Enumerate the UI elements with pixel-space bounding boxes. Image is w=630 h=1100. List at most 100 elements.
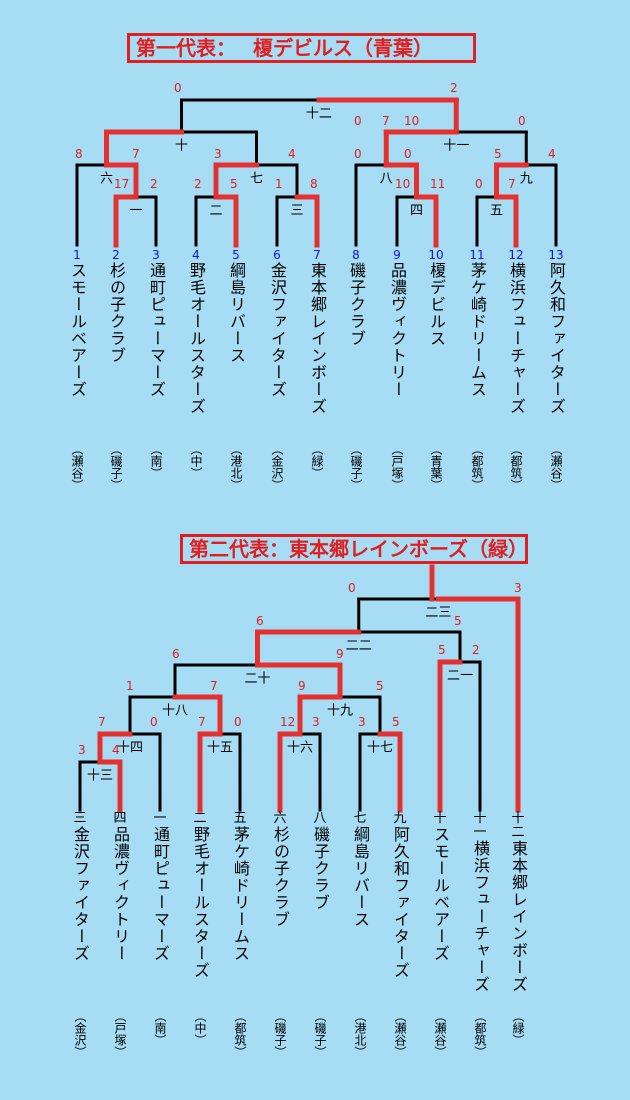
score-label: 7 — [210, 679, 218, 693]
seed-number: 10 — [428, 248, 444, 262]
team-district: （南） — [148, 1010, 172, 1046]
score-label: 9 — [336, 647, 344, 661]
team-entry: 5 綱島リバース — [224, 248, 248, 364]
team-district: （金沢） — [265, 443, 289, 491]
team-entry: 四品濃ヴィクトリー — [108, 811, 132, 963]
seed-number: 4 — [192, 248, 200, 262]
score-label: 7 — [382, 114, 390, 128]
seed-label: 十 — [433, 811, 447, 826]
team-entry: 一通町ピューマーズ — [148, 812, 172, 963]
team-district: （瀬谷） — [544, 443, 568, 491]
score-label: 0 — [475, 177, 483, 191]
score-label: 0 — [404, 147, 412, 161]
district-label: （戸塚） — [390, 443, 404, 491]
score-label: 2 — [194, 177, 202, 191]
match-label: 十九 — [326, 703, 354, 719]
team-entry: 十スモールベアーズ — [428, 811, 452, 963]
team-district: （都筑） — [465, 443, 489, 491]
team-name: 綱島リバース — [227, 262, 246, 364]
match-label: 二二 — [345, 638, 372, 654]
seed-number: 7 — [313, 248, 321, 262]
team-name: 横浜フューチャーズ — [471, 840, 490, 993]
score-label: 17 — [114, 177, 130, 191]
team-name: スモールベアーズ — [68, 262, 87, 398]
team-name: 野毛オールスターズ — [187, 262, 206, 415]
team-district: （港北） — [224, 443, 248, 491]
score-label: 5 — [376, 679, 384, 693]
match-label: 九 — [519, 171, 533, 187]
seed-number: 8 — [352, 248, 360, 262]
team-entry: 二野毛オールスターズ — [188, 811, 212, 980]
seed-number: 9 — [393, 248, 401, 262]
team-entry: 4 野毛オールスターズ — [184, 248, 208, 415]
team-entry: 3 通町ピューマーズ — [144, 248, 168, 398]
team-entry: 7 東本郷レインボーズ — [305, 248, 329, 415]
score-label: 0 — [150, 715, 158, 729]
score-label: 7 — [132, 147, 140, 161]
seed-label: 七 — [353, 811, 367, 826]
team-entry: 十二 東本郷レインボーズ — [506, 811, 530, 994]
team-district: （瀬谷） — [428, 1010, 452, 1058]
district-label: （金沢） — [73, 1010, 87, 1058]
district-label: （磯子） — [313, 1010, 327, 1058]
seed-label: 二 — [193, 811, 207, 826]
district-label: （緑） — [310, 443, 324, 479]
team-entry: 12 横浜フューチャーズ — [504, 248, 528, 415]
seed-label: 六 — [273, 811, 287, 826]
team-entry: 八磯子クラブ — [308, 811, 332, 912]
match-label: 十八 — [161, 703, 189, 719]
match-label: 十七 — [366, 740, 394, 756]
score-label: 0 — [354, 114, 362, 128]
score-label: 0 — [518, 114, 526, 128]
score-label: 0 — [348, 581, 356, 595]
district-label: （磯子） — [109, 443, 123, 491]
seed-label: 四 — [113, 811, 127, 826]
match-label: 十四 — [116, 740, 144, 756]
score-label: 8 — [310, 177, 318, 191]
district-label: （瀬谷） — [549, 443, 563, 491]
team-name: 杉の子クラブ — [271, 826, 290, 928]
match-label: 二 — [209, 203, 223, 219]
score-label: 7 — [198, 715, 206, 729]
district-label: （緑） — [511, 1010, 525, 1046]
team-entry: 9 品濃ヴィクトリー — [385, 248, 409, 398]
score-label: 10 — [404, 114, 420, 128]
seed-label: 十二 — [511, 811, 525, 840]
seed-number: 6 — [273, 248, 281, 262]
score-label: 5 — [230, 177, 238, 191]
district-label: （南） — [149, 443, 163, 479]
team-district: （金沢） — [68, 1010, 92, 1058]
team-entry: 6 金沢ファイターズ — [265, 248, 289, 398]
match-label: 二三 — [425, 605, 452, 621]
match-label: 十五 — [206, 740, 234, 756]
team-name: 茅ケ崎ドリームス — [231, 826, 250, 962]
team-name: 金沢ファイターズ — [268, 262, 287, 398]
team-district: （瀬谷） — [388, 1010, 412, 1058]
district-label: （瀬谷） — [70, 443, 84, 491]
team-name: 茅ケ崎ドリームス — [468, 262, 487, 398]
team-entry: 五茅ケ崎ドリームス — [228, 812, 252, 963]
match-label: 六 — [99, 171, 114, 187]
team-entry: 1 スモールベアーズ — [65, 248, 89, 398]
team-name: 杉の子クラブ — [107, 262, 126, 364]
team-entry: 8 磯子クラブ — [344, 248, 368, 347]
team-district: （瀬谷） — [65, 443, 89, 491]
team-district: （戸塚） — [385, 443, 409, 491]
match-label: 四 — [409, 203, 424, 219]
district-label: （金沢） — [270, 443, 284, 491]
score-label: 0 — [234, 715, 242, 729]
score-label: 0 — [174, 81, 182, 95]
district-label: （磯子） — [273, 1010, 287, 1058]
match-label: 五 — [489, 203, 504, 219]
seed-label: 三 — [73, 811, 87, 826]
team-district: （都筑） — [468, 1010, 492, 1058]
district-label: （都筑） — [509, 443, 523, 491]
district-label: （中） — [193, 1010, 207, 1046]
seed-label: 八 — [313, 811, 327, 826]
team-entry: 三金沢ファイターズ — [68, 811, 92, 963]
score-label: 4 — [548, 147, 556, 161]
team-district: （緑） — [506, 1010, 530, 1046]
team-district: （磯子） — [344, 443, 368, 491]
seed-number: 11 — [469, 248, 485, 262]
score-label: 2 — [450, 81, 458, 95]
